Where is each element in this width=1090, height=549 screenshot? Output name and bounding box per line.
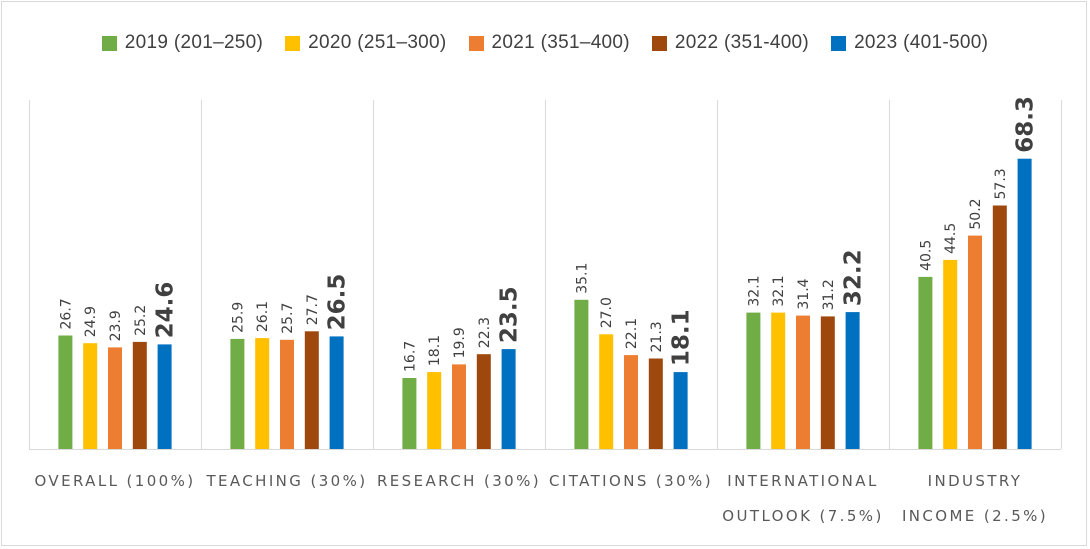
bar bbox=[83, 343, 98, 449]
data-label: 31.4 bbox=[796, 278, 812, 309]
data-label: 40.5 bbox=[918, 240, 934, 271]
bar bbox=[992, 205, 1007, 449]
bar bbox=[108, 347, 122, 449]
data-label: 25.2 bbox=[133, 305, 149, 336]
data-label: 27.0 bbox=[599, 297, 615, 328]
legend-item: 2020 (251–300) bbox=[285, 32, 446, 54]
bar bbox=[58, 335, 73, 449]
legend-label: 2023 (401-500) bbox=[854, 32, 989, 53]
legend-item: 2021 (351–400) bbox=[468, 32, 630, 54]
x-tick-label: OUTLOOK (7.5%) bbox=[722, 507, 883, 525]
bar bbox=[673, 372, 688, 449]
bar bbox=[771, 312, 786, 449]
bar bbox=[304, 331, 319, 449]
data-label: 31.2 bbox=[821, 279, 837, 310]
bar bbox=[574, 299, 589, 449]
data-label: 25.9 bbox=[230, 302, 246, 333]
legend-swatch bbox=[468, 35, 484, 51]
bar bbox=[329, 336, 344, 449]
x-tick-label: TEACHING (30%) bbox=[205, 472, 367, 490]
bar bbox=[476, 354, 491, 449]
bar bbox=[1017, 158, 1032, 449]
data-label: 27.7 bbox=[305, 294, 321, 325]
legend: 2019 (201–250) 2020 (251–300) 2021 (351–40… bbox=[0, 28, 1090, 58]
bar bbox=[132, 341, 147, 449]
data-label: 68.3 bbox=[1013, 96, 1039, 153]
bar bbox=[624, 355, 638, 449]
bar bbox=[648, 358, 663, 449]
legend-swatch bbox=[285, 35, 301, 51]
data-label: 22.3 bbox=[477, 317, 493, 348]
x-tick-label: INDUSTRY bbox=[928, 472, 1023, 490]
x-tick-label: CITATIONS (30%) bbox=[549, 472, 713, 490]
data-label: 26.7 bbox=[58, 298, 74, 329]
x-tick-label: INCOME (2.5%) bbox=[902, 507, 1048, 525]
legend-label: 2022 (351-400) bbox=[674, 32, 810, 53]
legend-item: 2019 (201–250) bbox=[101, 32, 264, 54]
data-label: 44.5 bbox=[943, 223, 959, 254]
bar bbox=[501, 349, 516, 449]
bar bbox=[402, 378, 417, 449]
data-label: 23.9 bbox=[108, 310, 124, 341]
legend-swatch bbox=[651, 35, 667, 51]
legend-swatch bbox=[831, 35, 847, 51]
bar bbox=[452, 364, 466, 449]
bar bbox=[796, 315, 810, 449]
bar bbox=[255, 338, 270, 449]
bar bbox=[599, 334, 614, 450]
bar bbox=[820, 316, 835, 449]
data-label: 50.2 bbox=[968, 198, 984, 229]
legend-swatch bbox=[101, 35, 117, 51]
x-tick-label: RESEARCH (30%) bbox=[377, 472, 541, 490]
legend-label: 2020 (251–300) bbox=[308, 32, 447, 53]
bar bbox=[943, 259, 958, 449]
x-tick-label: INTERNATIONAL bbox=[727, 472, 878, 490]
legend-label: 2019 (201–250) bbox=[124, 32, 264, 53]
bar bbox=[968, 235, 982, 449]
data-label: 26.1 bbox=[255, 301, 271, 332]
data-label: 24.6 bbox=[153, 282, 179, 339]
data-label: 21.3 bbox=[649, 321, 665, 352]
data-label: 18.1 bbox=[427, 335, 443, 366]
data-label: 22.1 bbox=[624, 318, 640, 349]
data-label: 35.1 bbox=[574, 263, 590, 294]
data-label: 32.2 bbox=[841, 249, 867, 306]
data-label: 16.7 bbox=[402, 341, 418, 372]
data-label: 57.3 bbox=[993, 168, 1009, 199]
data-label: 25.7 bbox=[280, 303, 296, 334]
data-label: 23.5 bbox=[497, 286, 523, 343]
bar bbox=[157, 344, 172, 449]
bar bbox=[280, 339, 294, 449]
data-label: 24.9 bbox=[83, 306, 99, 337]
bar bbox=[230, 338, 245, 449]
legend-label: 2021 (351–400) bbox=[491, 32, 630, 53]
data-label: 19.9 bbox=[452, 327, 468, 358]
legend-item: 2022 (351-400) bbox=[651, 32, 810, 54]
data-label: 32.1 bbox=[746, 275, 762, 306]
bar bbox=[845, 312, 860, 449]
data-label: 18.1 bbox=[669, 309, 695, 366]
data-label: 26.5 bbox=[325, 274, 351, 331]
bar bbox=[746, 312, 761, 449]
x-tick-label: OVERALL (100%) bbox=[34, 472, 195, 490]
bar bbox=[918, 276, 933, 449]
data-label: 32.1 bbox=[771, 275, 787, 306]
legend-item: 2023 (401-500) bbox=[831, 32, 988, 54]
bar bbox=[427, 372, 442, 449]
